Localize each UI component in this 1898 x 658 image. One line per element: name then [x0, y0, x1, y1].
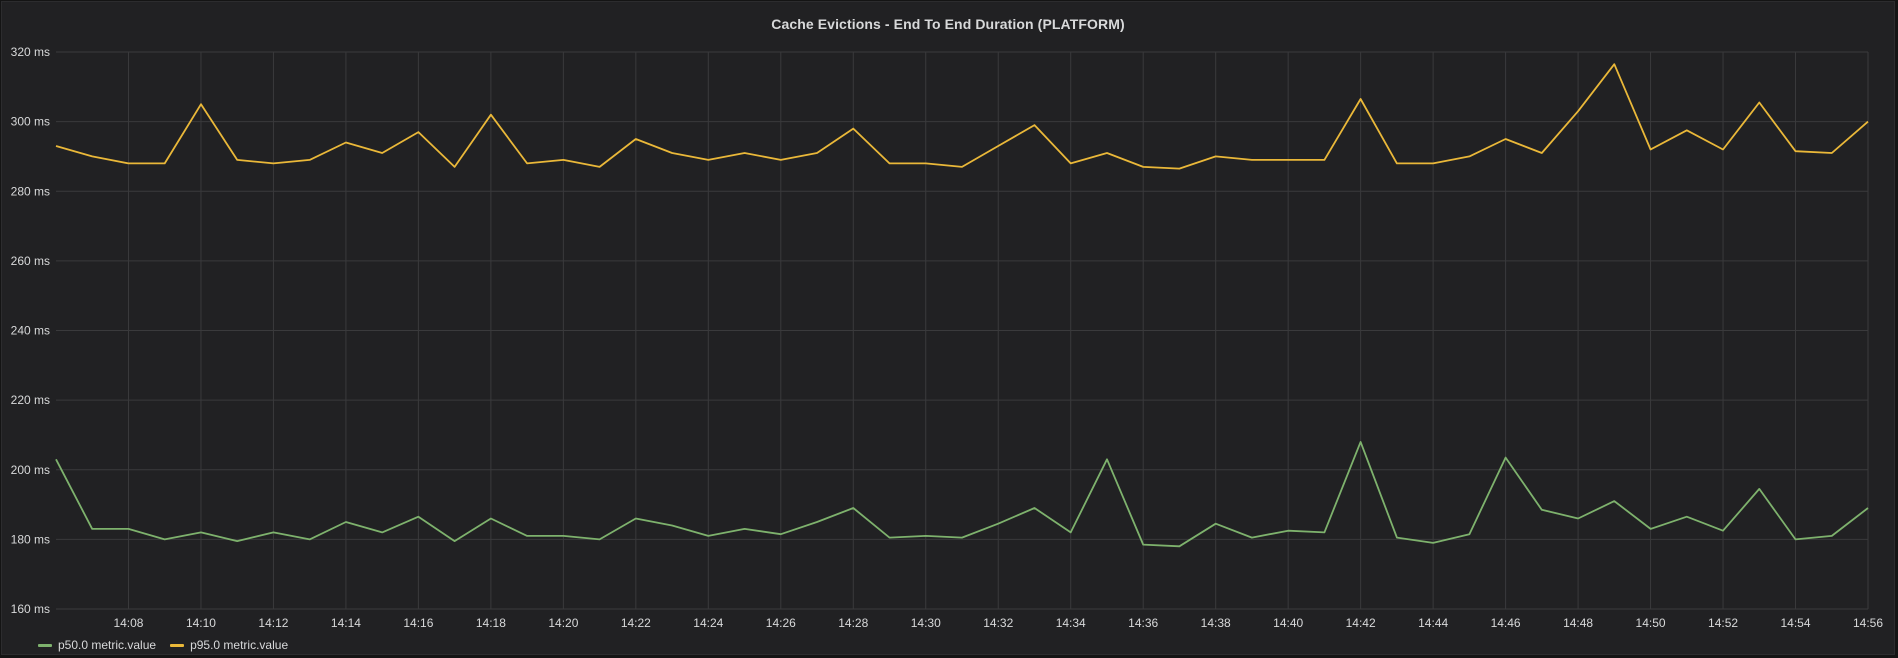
y-tick-label: 180 ms: [11, 532, 50, 546]
x-tick-label: 14:56: [1853, 616, 1883, 630]
y-tick-label: 320 ms: [11, 45, 50, 59]
y-tick-label: 260 ms: [11, 254, 50, 268]
time-series-chart[interactable]: 160 ms 180 ms 200 ms 220 ms 240 ms 260 ms 280 …: [2, 2, 1896, 632]
x-tick-label: 14:44: [1418, 616, 1448, 630]
y-tick-label: 220 ms: [11, 393, 50, 407]
legend-label: p50.0 metric.value: [58, 638, 157, 652]
legend-swatch: [170, 643, 185, 647]
x-tick-label: 14:34: [1056, 616, 1086, 630]
x-tick-label: 14:26: [766, 616, 796, 630]
series-line-p50[interactable]: [55, 440, 1869, 548]
legend: p50.0 metric.value p95.0 metric.value: [38, 638, 288, 652]
legend-swatch: [38, 643, 52, 647]
x-tick-label: 14:18: [476, 616, 506, 630]
x-axis-labels: 14:08 14:10 14:12 14:14 14:16 14:18 14:20 14:22…: [113, 616, 1883, 630]
x-tick-label: 14:22: [621, 616, 651, 630]
y-tick-label: 300 ms: [11, 115, 50, 129]
y-tick-label: 160 ms: [11, 602, 50, 616]
x-tick-label: 14:24: [693, 616, 723, 630]
y-tick-label: 200 ms: [11, 463, 50, 477]
x-tick-label: 14:52: [1708, 616, 1738, 630]
legend-item-p50[interactable]: p50.0 metric.value: [38, 638, 156, 652]
x-tick-label: 14:14: [331, 616, 361, 630]
x-tick-label: 14:54: [1781, 616, 1811, 630]
x-tick-label: 14:28: [838, 616, 868, 630]
series-line-p95[interactable]: [55, 63, 1869, 170]
x-tick-label: 14:38: [1201, 616, 1231, 630]
x-tick-label: 14:08: [113, 616, 143, 630]
series-lines: [55, 63, 1869, 548]
grid-lines: [56, 51, 1869, 610]
x-tick-label: 14:46: [1491, 616, 1521, 630]
y-tick-label: 280 ms: [11, 184, 50, 198]
legend-item-p95[interactable]: p95.0 metric.value: [170, 638, 288, 652]
x-tick-label: 14:12: [258, 616, 288, 630]
x-tick-label: 14:10: [186, 616, 216, 630]
legend-label: p95.0 metric.value: [190, 638, 289, 652]
x-tick-label: 14:30: [911, 616, 941, 630]
x-tick-label: 14:32: [983, 616, 1013, 630]
y-axis-labels: 160 ms 180 ms 200 ms 220 ms 240 ms 260 ms 280 …: [11, 45, 50, 616]
y-tick-label: 240 ms: [11, 324, 50, 338]
x-tick-label: 14:48: [1563, 616, 1593, 630]
panel-title[interactable]: Cache Evictions - End To End Duration (P…: [771, 16, 1125, 32]
x-tick-label: 14:40: [1273, 616, 1303, 630]
x-tick-label: 14:16: [403, 616, 433, 630]
x-tick-label: 14:36: [1128, 616, 1158, 630]
x-tick-label: 14:20: [548, 616, 578, 630]
x-tick-label: 14:42: [1346, 616, 1376, 630]
x-tick-label: 14:50: [1636, 616, 1666, 630]
